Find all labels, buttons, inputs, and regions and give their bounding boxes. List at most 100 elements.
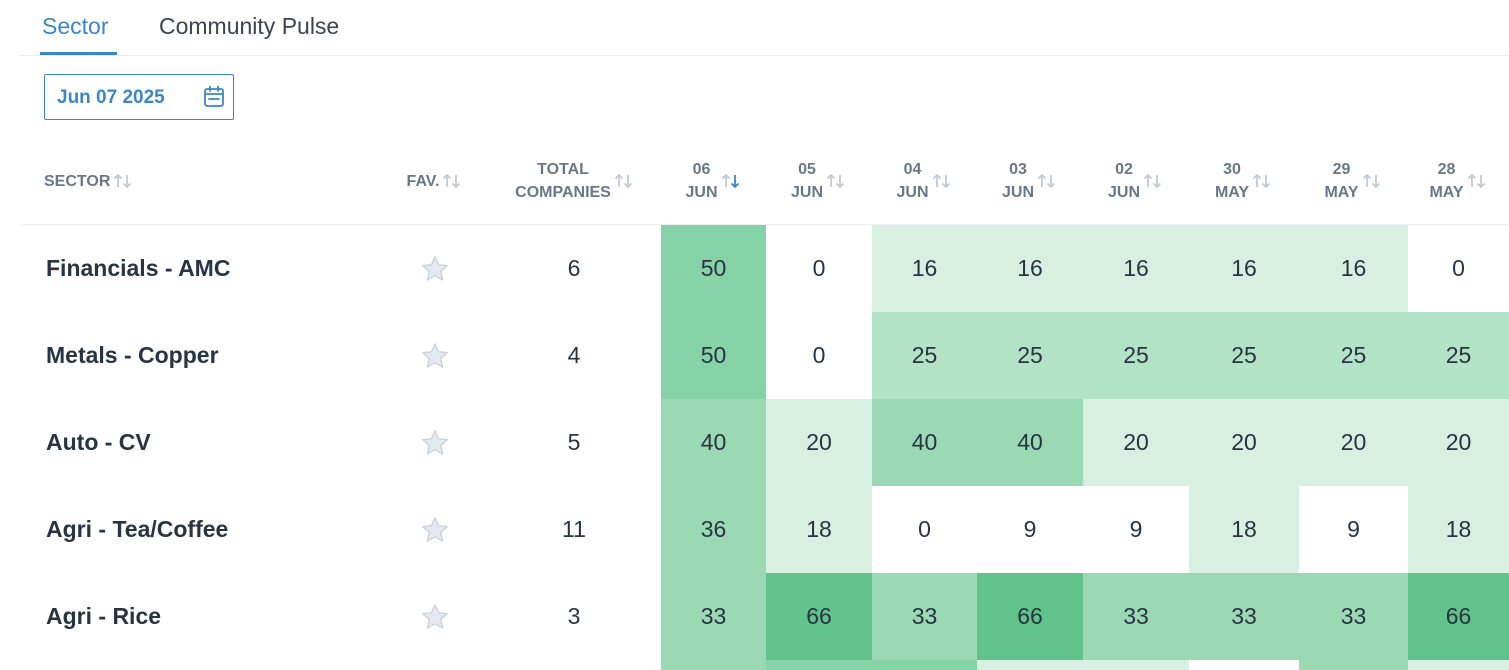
- tab-sector[interactable]: Sector: [42, 13, 109, 39]
- star-icon[interactable]: [420, 428, 450, 458]
- column-header-date-04-jun[interactable]: 04 JUN: [872, 138, 977, 224]
- column-header-sector[interactable]: SECTOR: [44, 138, 244, 224]
- heatmap-cell[interactable]: 25: [1189, 312, 1299, 399]
- column-header-date-28-may[interactable]: 28 MAY: [1408, 138, 1509, 224]
- column-header-date-05-jun-label: 05 JUN: [791, 158, 823, 204]
- column-header-date-29-may-label-line: 29: [1332, 161, 1351, 178]
- heatmap-cell[interactable]: 25: [977, 312, 1083, 399]
- heatmap-cell[interactable]: 25: [1408, 312, 1509, 399]
- heatmap-cell[interactable]: 33: [661, 573, 766, 660]
- heatmap-cell[interactable]: 16: [1299, 225, 1408, 312]
- heatmap-cell[interactable]: 25: [872, 312, 977, 399]
- heatmap-cell[interactable]: 16: [872, 225, 977, 312]
- heatmap-cell[interactable]: 25: [1299, 312, 1408, 399]
- heatmap-cell[interactable]: 9: [1299, 486, 1408, 573]
- heatmap-cell[interactable]: 16: [977, 225, 1083, 312]
- heatmap-cell[interactable]: 66: [977, 573, 1083, 660]
- total-companies-value: 6: [567, 255, 581, 281]
- heatmap-cell[interactable]: 18: [1189, 486, 1299, 573]
- heatmap-cell[interactable]: 9: [977, 486, 1083, 573]
- table-row[interactable]: Financials - AMC 6 50 0 16 16 16 16 16 0: [0, 225, 1509, 312]
- favorite-toggle[interactable]: [390, 399, 480, 486]
- favorite-toggle[interactable]: [390, 312, 480, 399]
- heatmap-cell[interactable]: 66: [766, 573, 872, 660]
- sort-icon[interactable]: [1361, 172, 1383, 190]
- heatmap-cell[interactable]: 16: [1189, 225, 1299, 312]
- heatmap-cell[interactable]: 40: [661, 399, 766, 486]
- column-header-total-companies-label-line: COMPANIES: [515, 184, 611, 201]
- sort-icon[interactable]: [441, 172, 463, 190]
- heatmap-cell[interactable]: 33: [872, 573, 977, 660]
- total-companies-value: 3: [567, 603, 581, 629]
- sort-icon[interactable]: [613, 172, 635, 190]
- column-header-date-05-jun[interactable]: 05 JUN: [766, 138, 872, 224]
- heatmap-cell[interactable]: 16: [1083, 225, 1189, 312]
- heatmap-cell[interactable]: 66: [1408, 573, 1509, 660]
- table-row[interactable]: Agri - Rice 3 33 66 33 66 33 33 33 66: [0, 573, 1509, 660]
- sector-name[interactable]: Agri - Rice: [46, 603, 162, 629]
- column-header-date-30-may-label: 30 MAY: [1215, 158, 1249, 204]
- column-header-date-03-jun[interactable]: 03 JUN: [977, 138, 1083, 224]
- heatmap-cell[interactable]: 0: [766, 225, 872, 312]
- heatmap-cell[interactable]: 0: [1408, 225, 1509, 312]
- favorite-toggle[interactable]: [390, 225, 480, 312]
- column-header-total-companies-label-line: TOTAL: [537, 161, 589, 178]
- heatmap-cell[interactable]: 0: [872, 486, 977, 573]
- column-header-total-companies[interactable]: TOTAL COMPANIES: [500, 138, 650, 224]
- sort-icon[interactable]: [1466, 172, 1488, 190]
- heatmap-cell[interactable]: 20: [1299, 399, 1408, 486]
- sort-desc-icon[interactable]: [720, 172, 742, 190]
- star-icon[interactable]: [420, 602, 450, 632]
- date-value: Jun 07 2025: [57, 87, 165, 108]
- heatmap-cell[interactable]: 9: [1083, 486, 1189, 573]
- calendar-icon: [203, 85, 225, 109]
- sector-name[interactable]: Auto - CV: [46, 429, 151, 455]
- tab-bar: [20, 0, 1509, 56]
- date-picker[interactable]: Jun 07 2025: [44, 74, 234, 120]
- table-header: [20, 138, 1509, 225]
- sector-name[interactable]: Metals - Copper: [46, 342, 219, 368]
- heatmap-cell[interactable]: 36: [661, 486, 766, 573]
- table-row[interactable]: Agri - Tea/Coffee 11 36 18 0 9 9 18 9 18: [0, 486, 1509, 573]
- sort-icon[interactable]: [825, 172, 847, 190]
- sort-icon[interactable]: [1251, 172, 1273, 190]
- table-row[interactable]: Auto - CV 5 40 20 40 40 20 20 20 20: [0, 399, 1509, 486]
- heatmap-cell[interactable]: 20: [1083, 399, 1189, 486]
- column-header-date-04-jun-label: 04 JUN: [896, 158, 928, 204]
- column-header-date-02-jun[interactable]: 02 JUN: [1083, 138, 1189, 224]
- star-icon[interactable]: [420, 341, 450, 371]
- sort-icon[interactable]: [931, 172, 953, 190]
- heatmap-cell[interactable]: 25: [1083, 312, 1189, 399]
- sort-icon[interactable]: [112, 172, 134, 190]
- column-header-date-29-may[interactable]: 29 MAY: [1299, 138, 1408, 224]
- column-header-date-30-may[interactable]: 30 MAY: [1189, 138, 1299, 224]
- favorite-toggle[interactable]: [390, 486, 480, 573]
- heatmap-cell[interactable]: 33: [1299, 573, 1408, 660]
- column-header-date-28-may-label: 28 MAY: [1429, 158, 1463, 204]
- star-icon[interactable]: [420, 515, 450, 545]
- heatmap-cell[interactable]: 50: [661, 312, 766, 399]
- sector-name[interactable]: Financials - AMC: [46, 255, 231, 281]
- heatmap-cell[interactable]: 20: [766, 399, 872, 486]
- favorite-toggle[interactable]: [390, 573, 480, 660]
- heatmap-cell[interactable]: 18: [766, 486, 872, 573]
- table-row[interactable]: Metals - Copper 4 50 0 25 25 25 25 25 25: [0, 312, 1509, 399]
- column-header-date-06-jun[interactable]: 06 JUN: [661, 138, 766, 224]
- sector-name[interactable]: Agri - Tea/Coffee: [46, 516, 229, 542]
- heatmap-cell[interactable]: 40: [872, 399, 977, 486]
- heatmap-cell[interactable]: 33: [1189, 573, 1299, 660]
- heatmap-cell[interactable]: 33: [1083, 573, 1189, 660]
- tab-community-pulse[interactable]: Community Pulse: [159, 13, 340, 39]
- column-header-date-30-may-label-line: 30: [1223, 161, 1241, 178]
- heatmap-cell[interactable]: 18: [1408, 486, 1509, 573]
- heatmap-cell[interactable]: 40: [977, 399, 1083, 486]
- column-header-total-companies-label: TOTAL COMPANIES: [515, 158, 611, 204]
- heatmap-cell[interactable]: 0: [766, 312, 872, 399]
- column-header-fav[interactable]: FAV.: [390, 138, 480, 224]
- sort-icon[interactable]: [1142, 172, 1164, 190]
- star-icon[interactable]: [420, 254, 450, 284]
- heatmap-cell[interactable]: 20: [1189, 399, 1299, 486]
- sort-icon[interactable]: [1036, 172, 1058, 190]
- heatmap-cell[interactable]: 50: [661, 225, 766, 312]
- heatmap-cell[interactable]: 20: [1408, 399, 1509, 486]
